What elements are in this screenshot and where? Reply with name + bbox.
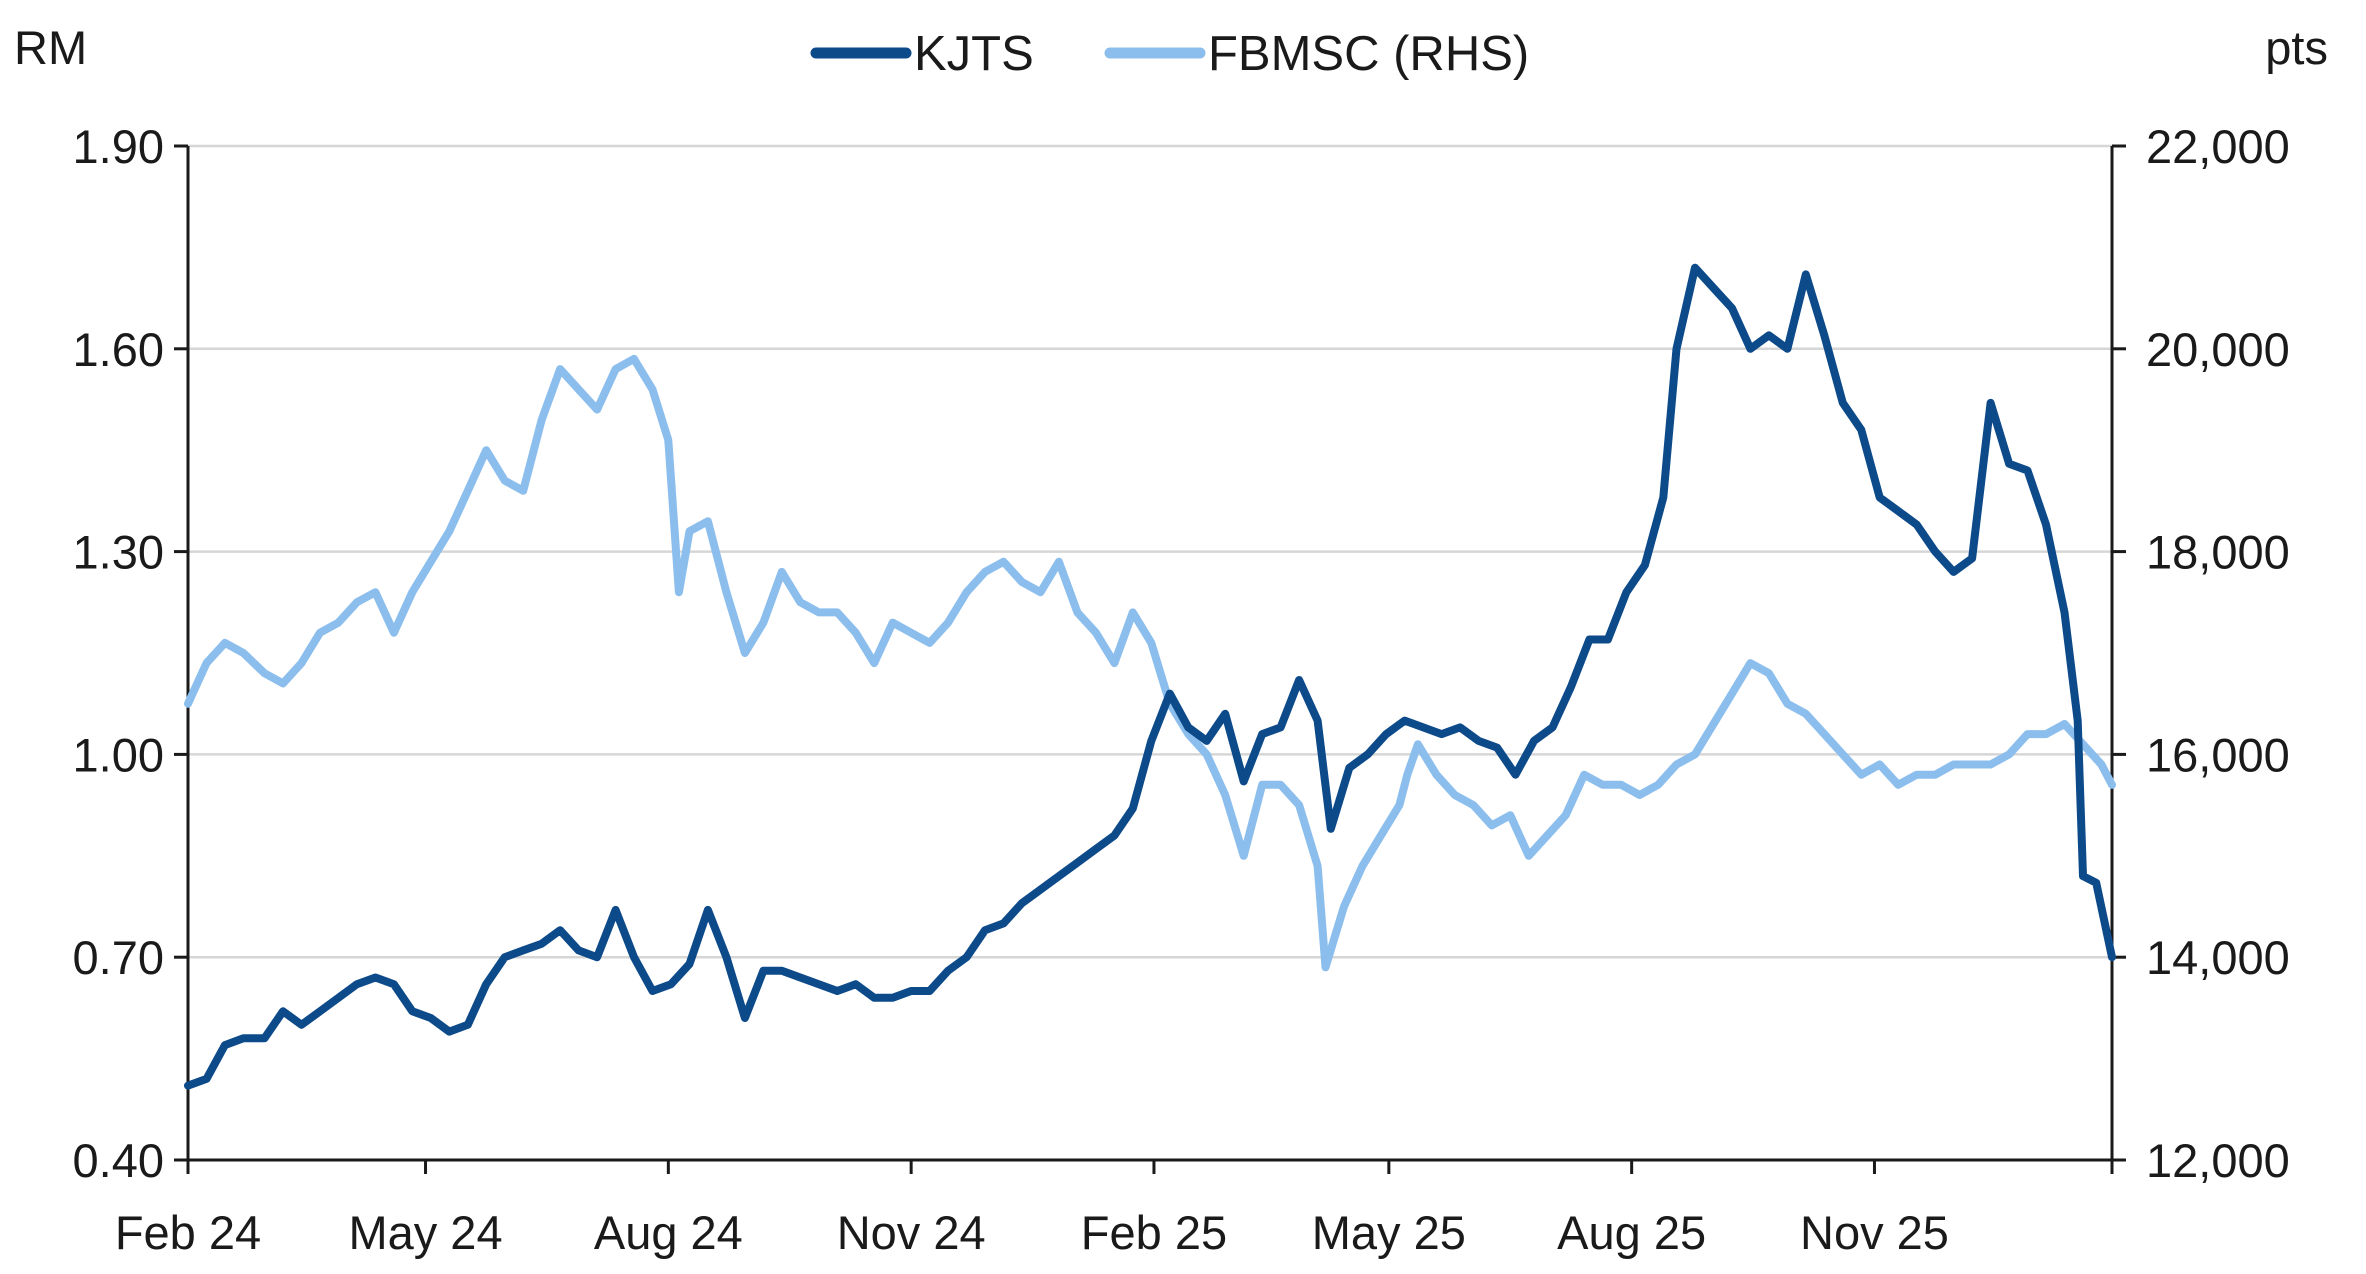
left-y-tick-label: 1.00 (73, 728, 164, 781)
left-y-tick-label: 1.60 (73, 323, 164, 376)
legend: KJTS FBMSC (RHS) (810, 27, 1529, 81)
series-line-fbmsc (184, 354, 2116, 972)
x-tick-label: Nov 24 (837, 1206, 986, 1259)
right-y-tick-label: 22,000 (2146, 120, 2290, 173)
right-y-tick-label: 12,000 (2146, 1134, 2290, 1187)
right-y-tick-label: 20,000 (2146, 323, 2290, 376)
x-tick-label: Feb 25 (1081, 1206, 1227, 1259)
x-tick-label: Aug 25 (1557, 1206, 1706, 1259)
right-y-tick-label: 14,000 (2146, 931, 2290, 984)
ticks: 0.40 0.70 1.00 1.30 1.60 1.90 12,000 14,000 16,0… (73, 120, 2290, 1259)
legend-label-fbmsc: FBMSC (RHS) (1208, 27, 1529, 81)
x-tick-label: Aug 24 (594, 1206, 743, 1259)
gridlines (188, 144, 2112, 959)
left-y-tick-label: 0.70 (73, 931, 164, 984)
right-y-tick-label: 18,000 (2146, 526, 2290, 579)
x-tick-label: May 25 (1312, 1206, 1466, 1259)
x-tick-label: Nov 25 (1800, 1206, 1949, 1259)
left-y-tick-label: 0.40 (73, 1134, 164, 1187)
series-lines (184, 263, 2116, 1090)
legend-label-kjts: KJTS (914, 27, 1034, 81)
left-y-tick-label: 1.90 (73, 120, 164, 173)
series-line-kjts (184, 263, 2116, 1090)
left-axis-unit: RM (14, 21, 87, 74)
axes (186, 146, 2114, 1162)
left-y-tick-label: 1.30 (73, 526, 164, 579)
right-axis-unit: pts (2265, 21, 2328, 74)
right-y-tick-label: 16,000 (2146, 728, 2290, 781)
x-tick-label: Feb 24 (115, 1206, 261, 1259)
x-tick-label: May 24 (348, 1206, 502, 1259)
